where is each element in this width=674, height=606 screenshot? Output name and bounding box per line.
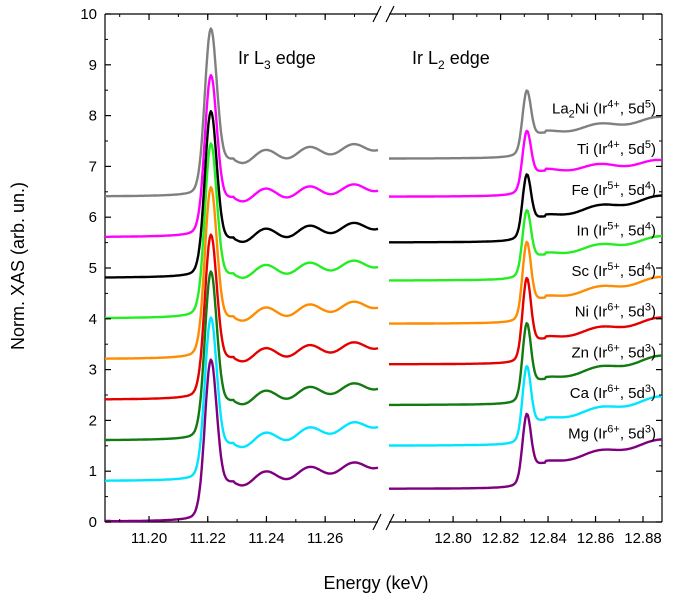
series-line-ti-l2 <box>388 129 663 198</box>
x-tick-label: 12.82 <box>482 530 520 547</box>
axis-break-mark <box>385 5 395 23</box>
series-label-fe: Fe (Ir5+, 5d4) <box>571 180 656 199</box>
x-tick-label: 12.84 <box>529 530 567 547</box>
x-tick-label: 11.24 <box>248 530 284 547</box>
y-tick-label: 3 <box>89 362 97 379</box>
y-tick-label: 7 <box>89 158 97 175</box>
axis-break-mark <box>385 513 395 531</box>
y-tick-label: 1 <box>89 463 97 480</box>
series-line-sc-l2 <box>388 240 663 325</box>
x-tick-label: 12.88 <box>624 530 662 547</box>
axis-break-mark <box>372 513 382 531</box>
series-line-fe-l3 <box>104 110 379 279</box>
labels-layer: Mg (Ir6+, 5d3) Ca (Ir6+, 5d3) Zn (Ir6+, 5d… <box>552 99 656 443</box>
y-tick-label: 0 <box>89 514 97 531</box>
series-label-la2ni: La2Ni (Ir4+, 5d5) <box>552 99 656 121</box>
series-line-ti-l3 <box>104 73 379 238</box>
series-line-ni-l3 <box>104 233 379 401</box>
series-line-la2ni-l3 <box>104 27 379 198</box>
x-tick-label: 11.26 <box>307 530 343 547</box>
series-label-ca: Ca (Ir6+, 5d3) <box>570 383 656 402</box>
series-line-zn-l3 <box>104 270 379 442</box>
series-line-la2ni-l2 <box>388 89 663 160</box>
y-tick-label: 9 <box>89 57 97 74</box>
y-tick-label: 8 <box>89 108 97 125</box>
series-line-in-l3 <box>104 142 379 320</box>
series-line-ni-l2 <box>388 276 663 366</box>
series-label-in: In (Ir5+, 5d4) <box>576 220 656 239</box>
plot-frame <box>104 5 663 531</box>
series-label-ni: Ni (Ir6+, 5d3) <box>575 302 656 321</box>
edge-label: Ir L2 edge <box>412 48 490 72</box>
series-label-sc: Sc (Ir5+, 5d4) <box>571 261 656 280</box>
series-line-sc-l3 <box>104 185 379 360</box>
series-line-ca-l2 <box>388 364 663 447</box>
series-line-mg-l3 <box>104 358 379 523</box>
x-tick-label: 11.20 <box>131 530 167 547</box>
series-line-fe-l2 <box>388 173 663 244</box>
edge-label: Ir L3 edge <box>238 48 316 72</box>
x-tick-label: 11.22 <box>190 530 226 547</box>
x-tick-label: 12.80 <box>434 530 472 547</box>
series-line-mg-l2 <box>388 412 663 490</box>
y-axis-title: Norm. XAS (arb. un.) <box>8 182 28 350</box>
y-tick-label: 10 <box>80 6 97 23</box>
x-tick-label: 12.86 <box>577 530 615 547</box>
x-axis-title: Energy (keV) <box>323 573 428 593</box>
series-line-in-l2 <box>388 209 663 282</box>
series-label-zn: Zn (Ir6+, 5d3) <box>571 342 656 361</box>
series-label-ti: Ti (Ir4+, 5d5) <box>577 139 656 158</box>
y-tick-label: 4 <box>89 311 97 328</box>
series-line-ca-l3 <box>104 316 379 482</box>
series-line-zn-l2 <box>388 322 663 407</box>
y-tick-label: 2 <box>89 412 97 429</box>
series-label-mg: Mg (Ir6+, 5d3) <box>568 424 656 443</box>
axis-break-mark <box>372 5 382 23</box>
y-tick-label: 5 <box>89 260 97 277</box>
y-tick-label: 6 <box>89 209 97 226</box>
series-layer <box>104 27 663 523</box>
